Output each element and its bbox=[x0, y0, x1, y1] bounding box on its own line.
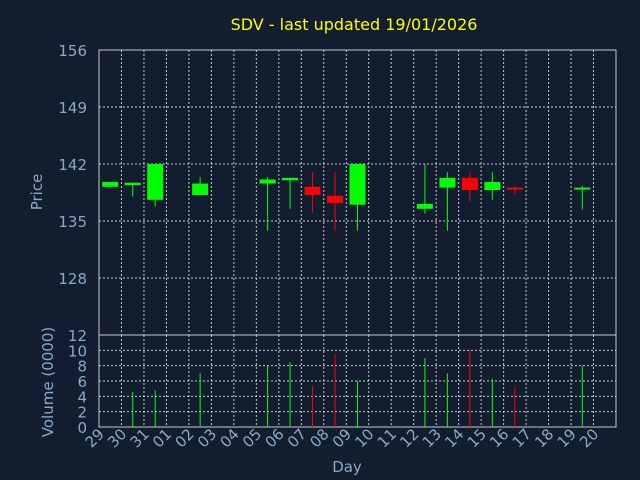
volume-tick-label: 10 bbox=[68, 342, 87, 360]
volume-axis-label: Volume (0000) bbox=[39, 327, 57, 437]
candle-body-up bbox=[102, 181, 119, 187]
volume-tick-label: 6 bbox=[77, 373, 87, 391]
x-tick-label: 20 bbox=[576, 425, 602, 451]
candle-body-down bbox=[461, 177, 478, 191]
volume-tick-label: 0 bbox=[77, 419, 87, 437]
candle-body-up bbox=[282, 177, 299, 181]
price-axis-label: Price bbox=[28, 174, 46, 211]
candle-body-up bbox=[439, 177, 456, 188]
candle-body-up bbox=[574, 187, 591, 190]
candle-body-up bbox=[259, 179, 276, 184]
x-axis-label: Day bbox=[332, 458, 362, 476]
candle-body-down bbox=[327, 195, 344, 204]
price-panel: 156 149 142 135 128 bbox=[58, 42, 617, 336]
price-tick-label: 149 bbox=[58, 99, 87, 117]
candle-body-up bbox=[192, 183, 209, 195]
price-tick-label: 142 bbox=[58, 156, 87, 174]
candle-body-down bbox=[304, 186, 321, 195]
price-tick-label: 135 bbox=[58, 213, 87, 231]
candle-body-up bbox=[349, 164, 366, 205]
candle-body-up bbox=[124, 182, 141, 186]
candle-body-up bbox=[416, 203, 433, 209]
volume-tick-label: 8 bbox=[77, 358, 87, 376]
x-axis: 2930310102030405060708091011121314151617… bbox=[82, 425, 603, 451]
volume-tick-label: 4 bbox=[77, 388, 87, 406]
price-tick-label: 128 bbox=[58, 270, 87, 288]
volume-tick-label: 12 bbox=[68, 327, 87, 345]
volume-tick-label: 2 bbox=[77, 404, 87, 422]
candle-body-down bbox=[506, 187, 523, 190]
price-tick-label: 156 bbox=[58, 42, 87, 60]
chart-title: SDV - last updated 19/01/2026 bbox=[231, 15, 478, 34]
candle-body-up bbox=[147, 164, 164, 200]
candle-body-up bbox=[484, 181, 501, 191]
